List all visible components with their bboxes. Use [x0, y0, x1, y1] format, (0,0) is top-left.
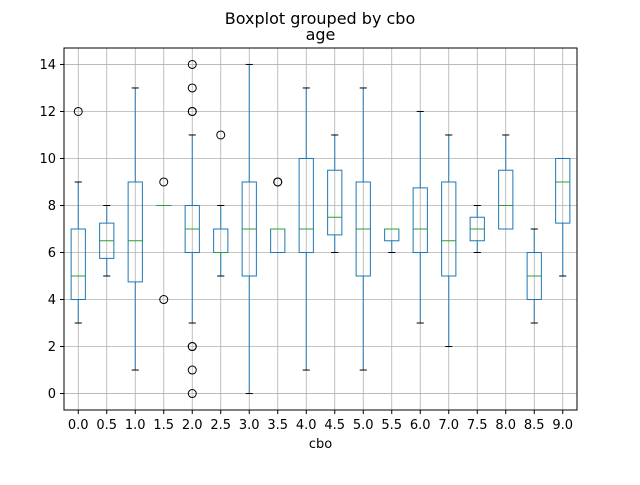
y-tick-label: 12 — [39, 105, 56, 120]
x-tick-label: 5.0 — [353, 418, 374, 433]
x-tick-label: 0.0 — [68, 418, 89, 433]
y-tick-label: 8 — [48, 199, 56, 214]
y-tick-label: 14 — [39, 58, 56, 73]
y-tick-label: 2 — [48, 340, 56, 355]
x-tick-label: 3.5 — [267, 418, 288, 433]
x-tick-label: 8.5 — [524, 418, 545, 433]
x-tick-label: 6.0 — [410, 418, 431, 433]
x-tick-label: 0.5 — [96, 418, 117, 433]
x-tick-label: 2.5 — [210, 418, 231, 433]
x-tick-label: 7.0 — [438, 418, 459, 433]
y-tick-label: 10 — [39, 152, 56, 167]
x-tick-label: 7.5 — [467, 418, 488, 433]
x-tick-label: 8.0 — [495, 418, 516, 433]
x-tick-label: 1.0 — [125, 418, 146, 433]
y-tick-label: 6 — [48, 246, 56, 261]
x-axis-label: cbo — [309, 437, 332, 452]
x-tick-label: 4.5 — [324, 418, 345, 433]
x-tick-label: 1.5 — [153, 418, 174, 433]
axes-title: age — [306, 25, 336, 44]
x-tick-label: 3.0 — [239, 418, 260, 433]
x-tick-label: 9.0 — [552, 418, 573, 433]
y-tick-label: 0 — [48, 387, 56, 402]
x-tick-label: 2.0 — [182, 418, 203, 433]
x-tick-label: 4.0 — [296, 418, 317, 433]
x-tick-label: 5.5 — [381, 418, 402, 433]
y-tick-label: 4 — [48, 293, 56, 308]
